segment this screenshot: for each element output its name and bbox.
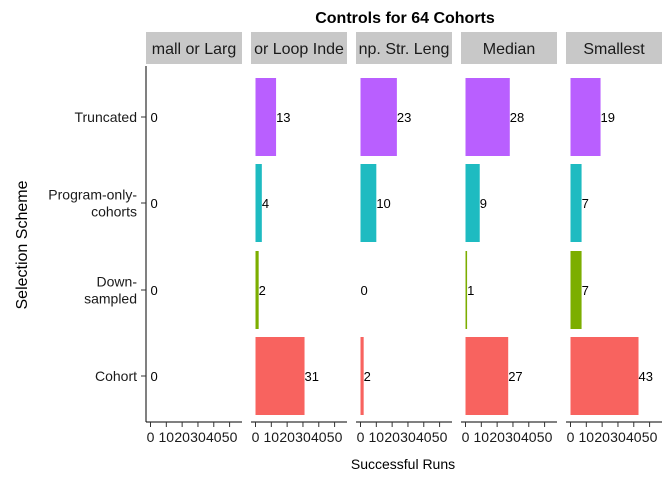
x-tick-label: 20 [279, 429, 295, 445]
facet-strip-label: mall or Larg [152, 41, 236, 58]
data-label: 2 [364, 369, 371, 384]
x-tick-label: 20 [384, 429, 400, 445]
x-tick-label: 40 [521, 429, 537, 445]
data-label: 0 [151, 369, 158, 384]
data-label: 0 [361, 283, 368, 298]
x-tick-label: 40 [416, 429, 432, 445]
x-axis-title: Successful Runs [351, 456, 455, 472]
data-label: 7 [582, 196, 589, 211]
chart-title: Controls for 64 Cohorts [315, 10, 495, 27]
bar [255, 337, 305, 415]
bar [360, 78, 397, 156]
x-tick-label: 50 [642, 429, 658, 445]
x-tick-label: 30 [610, 429, 626, 445]
bar [465, 164, 480, 242]
data-label: 0 [151, 110, 158, 125]
x-tick-label: 50 [432, 429, 448, 445]
bar [255, 251, 259, 329]
x-tick-label: 10 [264, 429, 280, 445]
y-tick-label-line: Down- [97, 274, 138, 290]
bar [570, 164, 582, 242]
x-tick-label: 10 [369, 429, 385, 445]
y-tick-label: Cohort [95, 368, 137, 384]
y-axis-title: Selection Scheme [14, 180, 31, 309]
facet-strip [251, 32, 347, 64]
x-tick-label: 50 [327, 429, 343, 445]
bar [465, 251, 468, 329]
x-tick-label: 10 [474, 429, 490, 445]
data-label: 2 [259, 283, 266, 298]
bar [360, 337, 364, 415]
x-tick-label: 40 [206, 429, 222, 445]
facet-strip [461, 32, 557, 64]
bar [360, 164, 377, 242]
data-label: 9 [480, 196, 487, 211]
facet-strip [566, 32, 662, 64]
data-label: 31 [305, 369, 319, 384]
x-tick-label: 30 [295, 429, 311, 445]
y-tick-label-line: sampled [84, 291, 137, 307]
bar [465, 337, 509, 415]
bar [255, 78, 277, 156]
data-label: 7 [582, 283, 589, 298]
data-label: 27 [508, 369, 522, 384]
facet-strip-label: or Loop Inde [254, 41, 344, 58]
x-tick-label: 40 [626, 429, 642, 445]
x-tick-label: 30 [505, 429, 521, 445]
data-label: 23 [397, 110, 411, 125]
facet-strip-label: np. Str. Leng [359, 41, 450, 58]
bar [570, 78, 601, 156]
x-tick-label: 0 [567, 429, 575, 445]
y-tick-label-line: Cohort [95, 368, 137, 384]
x-tick-label: 50 [222, 429, 238, 445]
y-tick-label: Program-only-cohorts [48, 187, 137, 220]
facet-strip [146, 32, 242, 64]
x-tick-label: 0 [357, 429, 365, 445]
x-tick-label: 20 [489, 429, 505, 445]
y-tick-label: Truncated [74, 109, 137, 125]
data-label: 0 [151, 196, 158, 211]
facet-strip [356, 32, 452, 64]
x-tick-label: 20 [594, 429, 610, 445]
bar [255, 164, 262, 242]
facet-strip-label: Smallest [583, 41, 645, 58]
facet-panel: Median 28 9 1 27 0 10 20 30 40 50 [461, 32, 557, 445]
y-tick-label-line: Program-only- [48, 187, 137, 203]
y-tick-label-line: cohorts [91, 204, 137, 220]
x-tick-label: 20 [174, 429, 190, 445]
y-tick-label: Down-sampled [84, 274, 137, 307]
x-tick-label: 40 [311, 429, 327, 445]
data-label: 0 [151, 283, 158, 298]
facet-panel: Smallest 19 7 7 43 0 10 20 30 40 50 [566, 32, 662, 445]
x-tick-label: 30 [400, 429, 416, 445]
data-label: 13 [276, 110, 290, 125]
x-tick-label: 0 [147, 429, 155, 445]
data-label: 19 [601, 110, 615, 125]
data-label: 1 [467, 283, 474, 298]
y-axis: Truncated Program-only-cohorts Down-sample… [48, 66, 147, 422]
bar [465, 78, 510, 156]
data-label: 4 [262, 196, 269, 211]
bar [570, 251, 582, 329]
facet-panel: or Loop Inde 13 4 2 31 0 10 20 30 40 50 [251, 32, 347, 445]
data-label: 28 [510, 110, 524, 125]
bar [570, 337, 639, 415]
facet-strip-label: Median [483, 41, 535, 58]
x-tick-label: 10 [159, 429, 175, 445]
y-tick-label-line: Truncated [74, 109, 137, 125]
x-tick-label: 10 [579, 429, 595, 445]
x-tick-label: 0 [252, 429, 260, 445]
data-label: 43 [639, 369, 653, 384]
x-tick-label: 0 [462, 429, 470, 445]
data-label: 10 [376, 196, 390, 211]
x-tick-label: 30 [190, 429, 206, 445]
x-tick-label: 50 [537, 429, 553, 445]
